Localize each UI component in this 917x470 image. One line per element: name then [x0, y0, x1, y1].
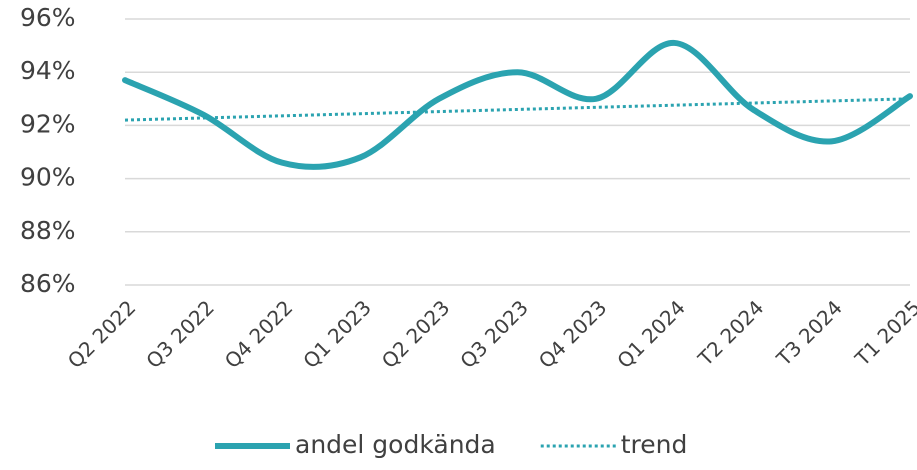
x-tick-label: T2 2024 [693, 295, 769, 371]
x-tick-label: Q3 2023 [455, 295, 533, 373]
x-tick-label: Q4 2022 [220, 295, 298, 373]
x-tick-label: Q1 2024 [612, 295, 690, 373]
x-tick-label: Q2 2023 [377, 295, 455, 373]
y-tick-label: 96% [20, 3, 76, 32]
y-tick-label: 86% [20, 269, 76, 298]
x-tick-label: Q3 2022 [141, 295, 219, 373]
legend-label: trend [621, 430, 688, 459]
x-tick-label: Q4 2023 [534, 295, 612, 373]
x-tick-label: T1 2025 [850, 295, 917, 371]
y-tick-label: 88% [20, 216, 76, 245]
trend-line [124, 97, 911, 122]
x-tick-label: Q2 2022 [63, 295, 141, 373]
y-tick-label: 94% [20, 56, 76, 85]
legend-label: andel godkända [295, 430, 496, 459]
y-tick-label: 92% [20, 109, 76, 138]
series-line [122, 39, 913, 170]
x-tick-label: Q1 2023 [298, 295, 376, 373]
x-tick-label: T3 2024 [771, 295, 847, 371]
y-tick-label: 90% [20, 163, 76, 192]
